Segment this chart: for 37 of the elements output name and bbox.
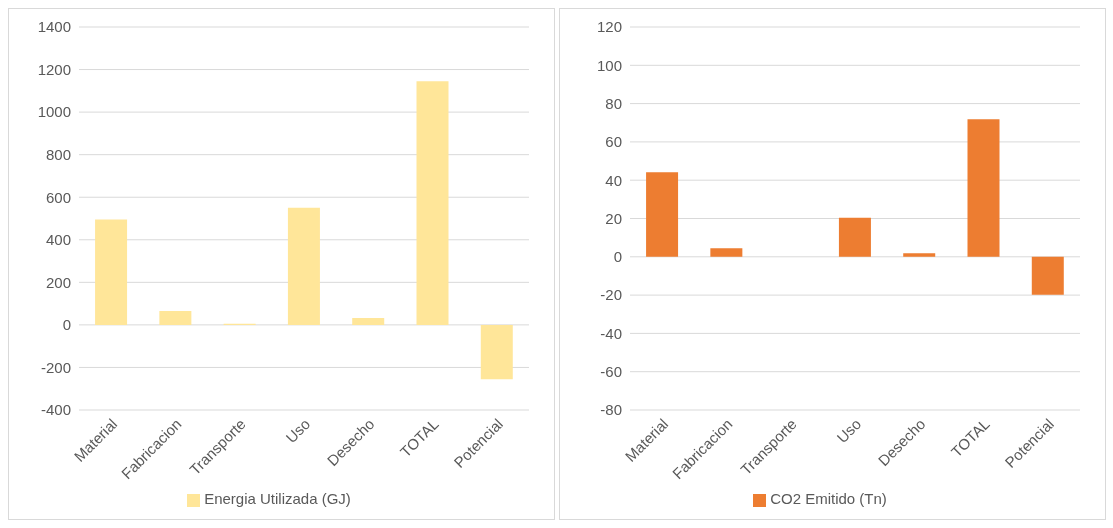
y-tick-label: 20 xyxy=(605,209,622,227)
y-tick-label: 1200 xyxy=(37,60,71,78)
x-tick-label: Uso xyxy=(282,415,314,447)
y-tick-label: -200 xyxy=(40,358,71,376)
bar xyxy=(967,119,1000,257)
y-tick-label: 60 xyxy=(605,133,622,151)
bar xyxy=(480,324,513,380)
y-tick-label: 80 xyxy=(605,94,622,112)
x-tick-label: Uso xyxy=(833,415,865,447)
y-tick-label: -400 xyxy=(40,401,71,419)
y-tick-label: 40 xyxy=(605,171,622,189)
y-tick-label: -60 xyxy=(600,363,622,381)
y-tick-label: 100 xyxy=(596,56,622,74)
bar xyxy=(352,318,385,325)
y-tick-label: 1000 xyxy=(37,103,71,121)
y-tick-label: 800 xyxy=(45,145,71,163)
bar xyxy=(287,207,320,325)
y-tick-label: -20 xyxy=(600,286,622,304)
bar xyxy=(95,219,128,325)
y-tick-label: 1400 xyxy=(37,18,71,36)
y-tick-label: 200 xyxy=(45,273,71,291)
bar xyxy=(416,81,449,325)
y-tick-label: -40 xyxy=(600,324,622,342)
bar xyxy=(838,217,871,257)
bar xyxy=(159,311,192,325)
bar xyxy=(646,172,679,257)
y-tick-label: 0 xyxy=(613,248,622,266)
y-tick-label: -80 xyxy=(600,401,622,419)
legend-label: CO2 Emitido (Tn) xyxy=(770,490,887,507)
legend-label: Energia Utilizada (GJ) xyxy=(204,490,351,507)
y-tick-label: 600 xyxy=(45,188,71,206)
y-tick-label: 120 xyxy=(596,18,622,36)
y-tick-label: 0 xyxy=(62,316,71,334)
y-tick-label: 400 xyxy=(45,231,71,249)
bar xyxy=(903,253,936,257)
bar xyxy=(1031,256,1064,295)
bar xyxy=(710,248,743,257)
